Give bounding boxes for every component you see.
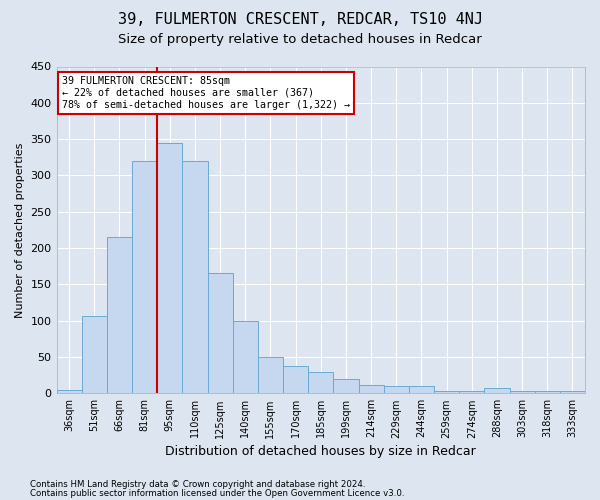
Bar	[233, 320, 258, 394]
Text: 39 FULMERTON CRESCENT: 85sqm
← 22% of detached houses are smaller (367)
78% of s: 39 FULMERTON CRESCENT: 85sqm ← 22% of de…	[62, 76, 350, 110]
Bar	[157, 143, 182, 394]
Text: Contains HM Land Registry data © Crown copyright and database right 2024.: Contains HM Land Registry data © Crown c…	[30, 480, 365, 489]
Bar	[208, 274, 233, 394]
Bar	[359, 384, 383, 394]
X-axis label: Distribution of detached houses by size in Redcar: Distribution of detached houses by size …	[166, 444, 476, 458]
Bar	[308, 372, 334, 394]
Bar	[434, 391, 459, 394]
Bar	[258, 357, 283, 394]
Bar	[509, 391, 535, 394]
Bar	[459, 391, 484, 394]
Bar	[107, 237, 132, 394]
Bar	[535, 391, 560, 394]
Bar	[283, 366, 308, 394]
Bar	[484, 388, 509, 394]
Bar	[560, 391, 585, 394]
Y-axis label: Number of detached properties: Number of detached properties	[15, 142, 25, 318]
Bar	[56, 390, 82, 394]
Bar	[82, 316, 107, 394]
Text: Size of property relative to detached houses in Redcar: Size of property relative to detached ho…	[118, 32, 482, 46]
Bar	[383, 386, 409, 394]
Bar	[182, 161, 208, 394]
Text: Contains public sector information licensed under the Open Government Licence v3: Contains public sector information licen…	[30, 488, 404, 498]
Bar	[409, 386, 434, 394]
Text: 39, FULMERTON CRESCENT, REDCAR, TS10 4NJ: 39, FULMERTON CRESCENT, REDCAR, TS10 4NJ	[118, 12, 482, 28]
Bar	[334, 379, 359, 394]
Bar	[132, 161, 157, 394]
